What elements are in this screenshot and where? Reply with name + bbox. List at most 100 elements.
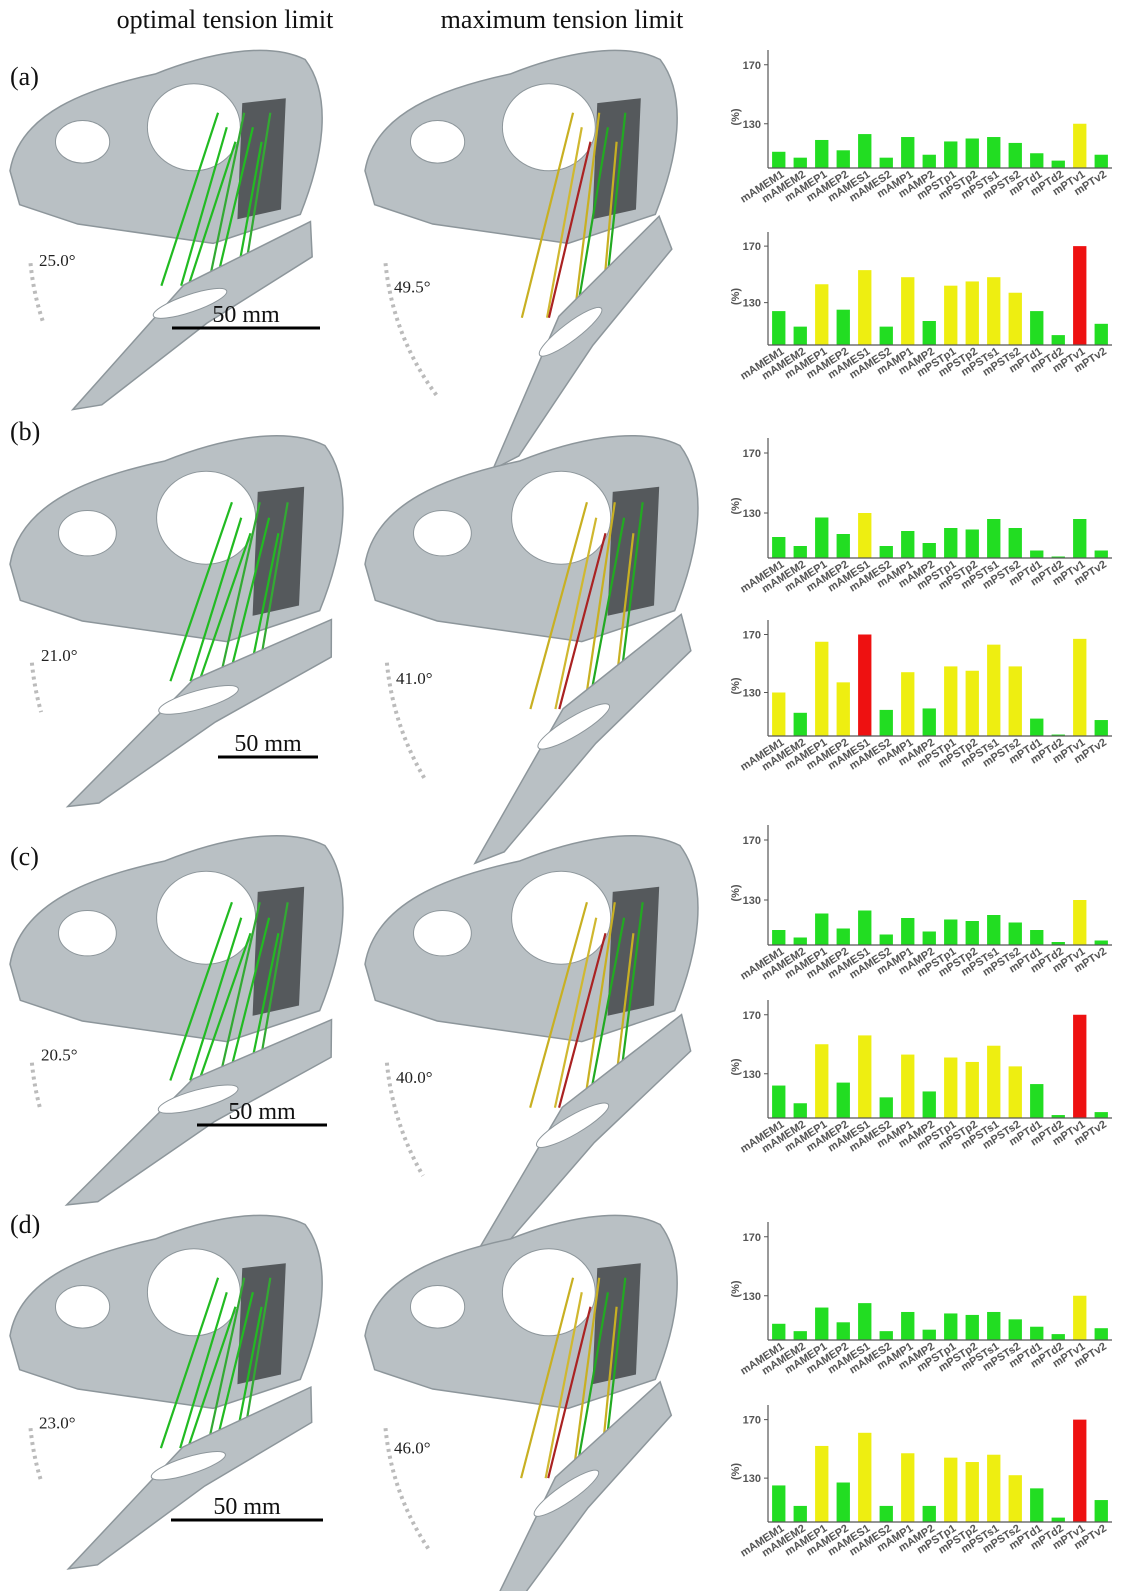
y-axis-label: (%) (730, 108, 742, 125)
bar (837, 1483, 850, 1522)
bar (1009, 1319, 1022, 1340)
bar (794, 938, 807, 946)
bar (923, 708, 936, 736)
column-title: optimal tension limit (117, 5, 334, 34)
bar-chart: 130170(%)mAMEM1mAMEM2mAMEP1mAMEP2mAMES1m… (730, 825, 1112, 982)
bar (880, 710, 893, 736)
bar (1073, 639, 1086, 736)
jaw-angle: 41.0° (396, 669, 433, 688)
bar (944, 1313, 957, 1340)
figure: optimal tension limit maximum tension li… (0, 0, 1143, 1591)
mandible (431, 216, 723, 473)
bar (901, 918, 914, 945)
bar (944, 1458, 957, 1522)
bar (1052, 335, 1065, 345)
bar (815, 1044, 828, 1118)
bar (987, 645, 1000, 736)
bar (794, 1506, 807, 1522)
bar (1052, 161, 1065, 168)
bar (987, 1455, 1000, 1522)
bar (772, 1324, 785, 1340)
y-tick-label: 130 (743, 1473, 761, 1485)
fenestra (59, 911, 117, 956)
y-tick-label: 130 (743, 1291, 761, 1303)
bar (1030, 153, 1043, 168)
bar (858, 635, 871, 737)
bar (966, 921, 979, 945)
bar (944, 528, 957, 558)
bar (1009, 923, 1022, 946)
bar (880, 1506, 893, 1522)
jaw-angle: 20.5° (41, 1045, 78, 1064)
y-axis-label: (%) (730, 497, 742, 514)
bar (837, 310, 850, 345)
bar (901, 672, 914, 736)
mandible-group (425, 1382, 721, 1591)
bar (966, 139, 979, 169)
bar-chart: 130170(%)mAMEM1mAMEM2mAMEP1mAMEP2mAMES1m… (730, 232, 1112, 382)
bar (987, 1312, 1000, 1340)
bar (923, 543, 936, 558)
bar (1073, 246, 1086, 345)
skull: 46.0° (365, 1215, 720, 1591)
jaw-angle: 40.0° (396, 1068, 433, 1087)
bar (987, 915, 1000, 945)
bar (815, 642, 828, 736)
bar (1095, 551, 1108, 559)
skull: 21.0° (10, 436, 362, 812)
bar (944, 920, 957, 946)
fenestra (59, 511, 117, 556)
bar (794, 1103, 807, 1118)
bar (858, 1035, 871, 1118)
fenestra (414, 511, 472, 556)
fenestra (410, 120, 464, 163)
bar (815, 914, 828, 946)
bar (772, 1086, 785, 1118)
mandible-group (420, 614, 740, 867)
bar-chart: 130170(%)mAMEM1mAMEM2mAMEP1mAMEP2mAMES1m… (730, 50, 1112, 205)
bar (923, 1091, 936, 1118)
bar (815, 1446, 828, 1522)
bar (1052, 1334, 1065, 1340)
jaw-angle: 21.0° (41, 646, 78, 665)
bar (944, 666, 957, 736)
y-tick-label: 170 (743, 835, 761, 847)
bar (987, 277, 1000, 345)
bar-chart: 130170(%)mAMEM1mAMEM2mAMEP1mAMEP2mAMES1m… (730, 1000, 1112, 1155)
bar (987, 1046, 1000, 1118)
panel-label: (c) (10, 842, 39, 871)
scale-bar-label: 50 mm (228, 1099, 296, 1125)
bar (1009, 143, 1022, 168)
bar (880, 327, 893, 345)
bar (1095, 155, 1108, 168)
skull: 40.0° (365, 836, 738, 1265)
bar (880, 935, 893, 946)
bar (1009, 666, 1022, 736)
bar (966, 1315, 979, 1340)
y-tick-label: 170 (743, 60, 761, 72)
bar (815, 518, 828, 559)
y-tick-label: 130 (743, 508, 761, 520)
y-tick-label: 130 (743, 1069, 761, 1081)
jaw-angle: 25.0° (39, 251, 76, 270)
y-axis-label: (%) (730, 884, 742, 901)
bar (1095, 324, 1108, 345)
bar (1009, 528, 1022, 558)
bar (858, 270, 871, 345)
bar (901, 277, 914, 345)
bar (966, 281, 979, 345)
bar (987, 137, 1000, 168)
bar (880, 1097, 893, 1118)
bar (923, 932, 936, 946)
bar (815, 140, 828, 168)
bar (858, 911, 871, 946)
bar (1095, 941, 1108, 946)
bar (923, 155, 936, 168)
y-tick-label: 170 (743, 1415, 761, 1427)
bar (901, 1055, 914, 1118)
bar (923, 1330, 936, 1340)
scale-bar-label: 50 mm (234, 731, 302, 757)
fenestra (55, 1285, 109, 1328)
bar (1030, 1327, 1043, 1340)
bar (1095, 720, 1108, 736)
